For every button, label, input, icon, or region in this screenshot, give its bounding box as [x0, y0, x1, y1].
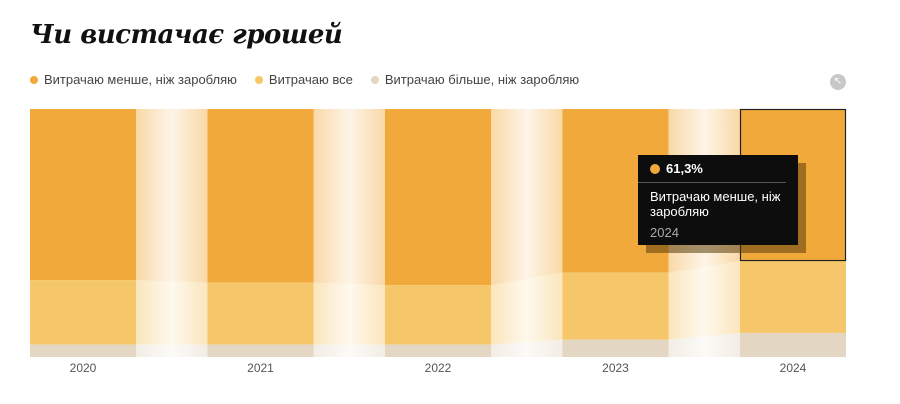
connector-2022-2: [491, 339, 563, 357]
tooltip-value: 61,3%: [666, 161, 703, 176]
chart-title: Чи вистачає грошей: [30, 20, 343, 50]
x-tick-2023: 2023: [602, 361, 629, 375]
bar-2020-series-0[interactable]: [30, 109, 136, 281]
bar-2020-series-2[interactable]: [30, 344, 136, 357]
bar-2023-series-2[interactable]: [562, 339, 669, 357]
bar-2022-series-2[interactable]: [385, 344, 491, 357]
connector-2022-0: [491, 109, 563, 286]
legend-label-less: Витрачаю менше, ніж заробляю: [44, 72, 237, 87]
bar-2021-series-0[interactable]: [207, 109, 314, 283]
legend-label-more: Витрачаю більше, ніж заробляю: [384, 72, 580, 87]
tooltip-year: 2024: [650, 225, 679, 240]
connector-2022-1: [491, 272, 563, 345]
bar-2021-series-2[interactable]: [207, 344, 314, 357]
connector-2021-1: [313, 282, 385, 345]
tooltip: 61,3% Витрачаю менше, ніж заробляю 2024: [638, 155, 798, 245]
bar-2023-series-1[interactable]: [562, 272, 669, 340]
legend-label-all: Витрачаю все: [268, 72, 353, 87]
connector-2020-2: [136, 344, 208, 357]
cursor-reset-icon[interactable]: ↖: [830, 74, 846, 90]
legend-item-more[interactable]: Витрачаю більше, ніж заробляю: [370, 72, 580, 87]
connector-2020-0: [136, 109, 208, 283]
bar-2024-series-1[interactable]: [740, 261, 846, 333]
bar-2022-series-1[interactable]: [385, 285, 491, 345]
bar-2021-series-1[interactable]: [207, 282, 314, 345]
legend-dot-less: [30, 75, 38, 84]
bar-2024-series-2[interactable]: [740, 332, 846, 357]
tooltip-series: Витрачаю менше, ніж заробляю: [650, 189, 781, 219]
tooltip-dot: [650, 163, 660, 174]
x-tick-2022: 2022: [425, 361, 452, 375]
connector-2023-2: [668, 332, 740, 357]
connector-2023-1: [668, 261, 740, 340]
bar-2022-series-0[interactable]: [385, 109, 491, 286]
legend-dot-all: [254, 75, 263, 84]
legend-item-less[interactable]: Витрачаю менше, ніж заробляю: [30, 72, 237, 87]
bar-2020-series-1[interactable]: [30, 280, 136, 345]
legend-dot-more: [370, 75, 379, 84]
x-tick-2020: 2020: [70, 361, 97, 375]
tooltip-header: 61,3%: [638, 155, 786, 183]
x-tick-2024: 2024: [780, 361, 807, 375]
connector-2020-1: [136, 280, 208, 345]
connector-2021-2: [313, 344, 385, 357]
connector-2021-0: [313, 109, 385, 286]
x-tick-2021: 2021: [247, 361, 274, 375]
legend-item-all[interactable]: Витрачаю все: [254, 72, 353, 87]
legend: Витрачаю менше, ніж заробляю Витрачаю вс…: [30, 72, 579, 87]
